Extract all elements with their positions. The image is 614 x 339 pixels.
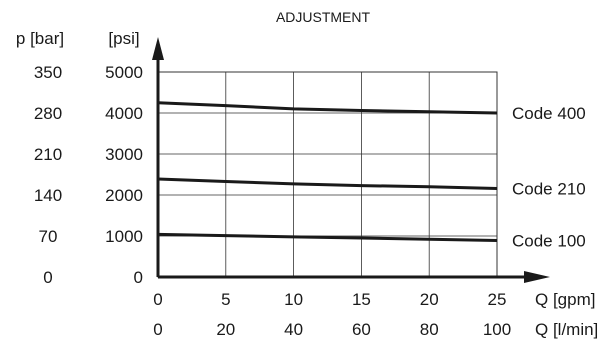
- x-tick-lmin-label: 0: [153, 320, 162, 339]
- x-tick-lmin-label: 20: [216, 320, 235, 339]
- series-line: [157, 177, 498, 190]
- series-label: Code 210: [512, 179, 586, 198]
- y-axis-bar-label: p [bar]: [16, 29, 64, 48]
- x-axis-lmin-label: Q [l/min]: [535, 320, 598, 339]
- series-label: Code 100: [512, 232, 586, 251]
- x-tick-gpm-label: 15: [352, 290, 371, 309]
- chart-title: ADJUSTMENT: [276, 9, 371, 25]
- x-tick-lmin-label: 40: [284, 320, 303, 339]
- series-line: [157, 101, 498, 115]
- y-tick-psi-label: 5000: [105, 63, 143, 82]
- y-tick-psi-label: 2000: [105, 186, 143, 205]
- y-axis-psi-label: [psi]: [108, 29, 139, 48]
- x-tick-lmin-label: 60: [352, 320, 371, 339]
- y-tick-bar-label: 70: [39, 227, 58, 246]
- y-axis-arrow: [152, 37, 164, 60]
- y-tick-bar-label: 210: [34, 145, 62, 164]
- x-tick-lmin-label: 80: [420, 320, 439, 339]
- plot-frame: [157, 71, 498, 278]
- y-tick-bar-label: 350: [34, 63, 62, 82]
- y-tick-bar-label: 0: [43, 268, 52, 287]
- x-tick-gpm-label: 5: [221, 290, 230, 309]
- y-tick-psi-label: 3000: [105, 145, 143, 164]
- x-tick-lmin-label: 100: [483, 320, 511, 339]
- y-tick-psi-label: 1000: [105, 227, 143, 246]
- x-tick-gpm-label: 20: [420, 290, 439, 309]
- x-axis-gpm-label: Q [gpm]: [535, 290, 595, 309]
- x-axis-arrow: [524, 271, 550, 283]
- series-label: Code 400: [512, 104, 586, 123]
- y-tick-psi-label: 0: [134, 268, 143, 287]
- x-tick-gpm-label: 25: [488, 290, 507, 309]
- y-tick-psi-label: 4000: [105, 104, 143, 123]
- series-line: [157, 232, 498, 243]
- y-tick-bar-label: 140: [34, 186, 62, 205]
- x-tick-gpm-label: 0: [153, 290, 162, 309]
- y-tick-bar-label: 280: [34, 104, 62, 123]
- x-tick-gpm-label: 10: [284, 290, 303, 309]
